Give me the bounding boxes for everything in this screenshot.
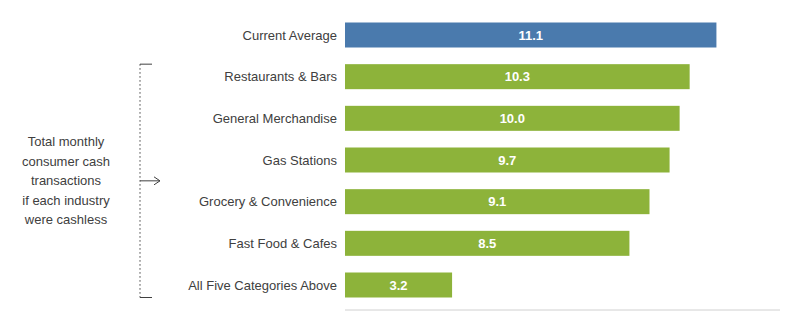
bars: [345, 23, 716, 298]
category-label: Restaurants & Bars: [224, 69, 337, 84]
data-label: 11.1: [518, 28, 543, 43]
bar: [345, 231, 629, 256]
annotation-line: consumer cash: [22, 154, 110, 169]
bracket-cap: [140, 64, 152, 65]
bar: [345, 148, 670, 173]
data-label: 3.2: [389, 278, 407, 293]
bracket-cap: [140, 297, 152, 298]
annotation-line: Total monthly: [28, 134, 105, 149]
bar: [345, 64, 690, 89]
category-labels: All Five Categories Above Fast Food & Caf…: [188, 28, 337, 293]
annotation-line: were cashless: [24, 212, 108, 227]
annotation: Total monthly consumer cash transactions if…: [22, 134, 110, 227]
x-axis-line: [345, 310, 780, 311]
category-label: Current Average: [243, 28, 337, 43]
category-label: Gas Stations: [263, 153, 338, 168]
data-label: 10.3: [505, 69, 530, 84]
bar: [345, 106, 680, 131]
category-label: Fast Food & Cafes: [229, 236, 338, 251]
data-label: 10.0: [500, 111, 525, 126]
bar: [345, 273, 452, 298]
category-label: All Five Categories Above: [188, 278, 337, 293]
annotation-line: if each industry: [22, 193, 110, 208]
data-label: 9.7: [498, 153, 516, 168]
bracket-arrowhead: [154, 177, 160, 185]
data-label: 8.5: [478, 236, 496, 251]
annotation-line: transactions: [31, 173, 102, 188]
data-labels: 3.2 8.5 9.1 9.7 10.0 10.3 11.1: [389, 28, 543, 293]
chart: 3.2 8.5 9.1 9.7 10.0 10.3 11.1 All Five Categor…: [0, 0, 800, 323]
category-label: General Merchandise: [213, 111, 337, 126]
data-label: 9.1: [488, 194, 506, 209]
bar: [345, 23, 716, 48]
category-label: Grocery & Convenience: [199, 194, 337, 209]
bar: [345, 189, 650, 214]
bracket: [140, 64, 160, 297]
bracket-arrow: [140, 180, 160, 181]
